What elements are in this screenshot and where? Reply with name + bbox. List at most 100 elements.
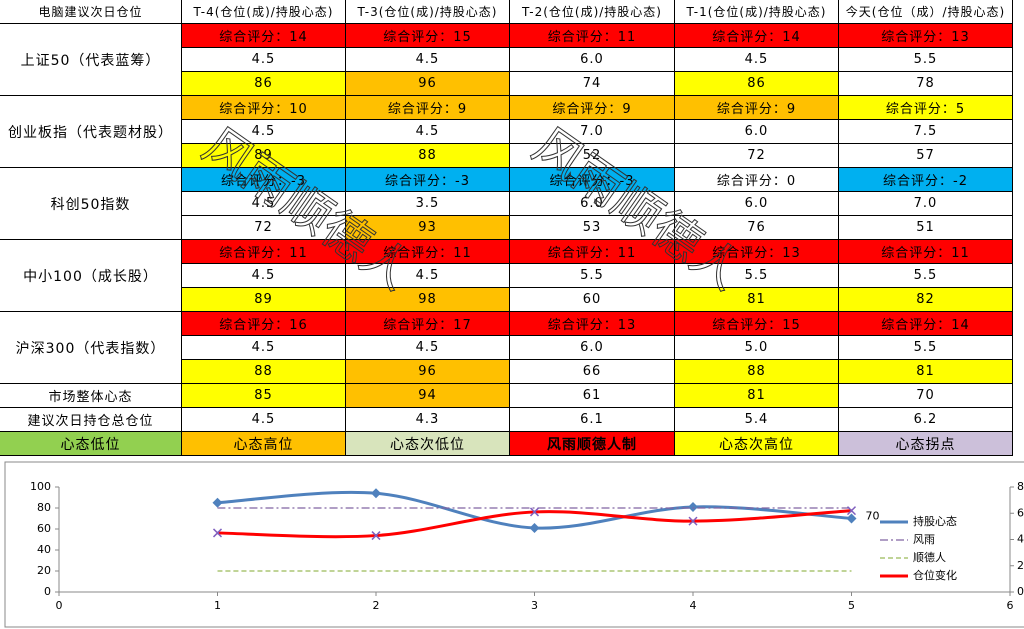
mood-cell: 51 [839,216,1013,240]
data-label: 70 [866,510,880,523]
mood-cell: 98 [346,288,510,312]
mood-cell: 88 [675,360,839,384]
suggest-cell: 4.5 [182,408,346,432]
y-tick-label: 80 [37,501,51,514]
position-cell: 4.5 [346,120,510,144]
market-cell: 70 [839,384,1013,408]
position-cell: 4.5 [346,264,510,288]
point-marker [212,528,223,538]
y-tick-label: 20 [37,564,51,577]
score-cell: 综合评分：11 [510,240,675,264]
mood-cell: 76 [675,216,839,240]
y-tick-label: 100 [30,480,51,493]
position-cell: 5.5 [839,336,1013,360]
score-cell: 综合评分：9 [510,96,675,120]
position-cell: 4.5 [346,48,510,72]
header-cell: 今天(仓位（成）/持股心态) [839,0,1013,24]
position-cell: 4.5 [182,264,346,288]
point-marker [212,497,223,508]
legend-label: 风雨 [913,533,935,546]
x-tick-label: 2 [373,599,380,612]
mood-cell: 88 [182,360,346,384]
point-marker [529,522,540,533]
legend-cell: 风雨顺德人制 [510,432,675,456]
index-name: 沪深300（代表指数） [0,312,182,384]
position-cell: 5.0 [675,336,839,360]
position-cell: 6.0 [510,336,675,360]
market-cell: 81 [675,384,839,408]
row-label: 建议次日持仓总仓位 [0,408,182,432]
position-cell: 6.0 [675,120,839,144]
point-marker [688,501,698,512]
mood-cell: 81 [675,288,839,312]
score-cell: 综合评分：17 [346,312,510,336]
score-cell: 综合评分：0 [675,168,839,192]
point-marker [688,516,698,526]
header-cell: 电脑建议次日仓位 [0,0,182,24]
suggest-cell: 6.1 [510,408,675,432]
series-line [217,509,852,539]
y2-tick-label: 0 [1017,585,1024,598]
header-cell: T-3(仓位(成)/持股心态) [346,0,510,24]
mood-cell: 82 [839,288,1013,312]
score-cell: 综合评分：-3 [182,168,346,192]
mood-cell: 72 [182,216,346,240]
y-tick-label: 0 [44,585,51,598]
position-cell: 4.5 [182,192,346,216]
suggest-cell: 5.4 [675,408,839,432]
mood-cell: 74 [510,72,675,96]
y2-tick-label: 8 [1017,480,1024,493]
legend-label: 持股心态 [913,514,957,528]
header-cell: T-2(仓位(成)/持股心态) [510,0,675,24]
mood-cell: 89 [182,288,346,312]
position-cell: 5.5 [675,264,839,288]
x-tick-label: 1 [214,599,221,612]
point-marker [371,531,381,541]
position-cell: 4.5 [182,120,346,144]
series-line [217,490,852,530]
market-cell: 94 [346,384,510,408]
index-name: 科创50指数 [0,168,182,240]
score-cell: 综合评分：16 [182,312,346,336]
index-name: 中小100（成长股） [0,240,182,312]
position-cell: 5.5 [839,264,1013,288]
x-tick-label: 6 [1007,599,1014,612]
mood-cell: 88 [346,144,510,168]
suggest-cell: 6.2 [839,408,1013,432]
mood-cell: 86 [182,72,346,96]
score-cell: 综合评分：13 [839,24,1013,48]
score-cell: 综合评分：14 [182,24,346,48]
score-cell: 综合评分：13 [675,240,839,264]
score-cell: 综合评分：11 [346,240,510,264]
score-cell: 综合评分：14 [675,24,839,48]
x-tick-label: 4 [690,599,697,612]
legend-cell: 心态高位 [182,432,346,456]
score-cell: 综合评分：9 [346,96,510,120]
score-cell: 综合评分：-2 [839,168,1013,192]
position-cell: 4.5 [182,48,346,72]
header-cell: T-1(仓位(成)/持股心态) [675,0,839,24]
x-tick-label: 0 [56,599,63,612]
y2-tick-label: 2 [1017,559,1024,572]
y-tick-label: 40 [37,543,51,556]
score-cell: 综合评分：10 [182,96,346,120]
score-cell: 综合评分：11 [510,24,675,48]
x-tick-label: 3 [531,599,538,612]
mood-cell: 93 [346,216,510,240]
position-cell: 5.5 [510,264,675,288]
mood-cell: 96 [346,360,510,384]
position-cell: 6.0 [510,192,675,216]
legend-cell: 心态次高位 [675,432,839,456]
y2-tick-label: 6 [1017,506,1024,519]
mood-cell: 78 [839,72,1013,96]
position-cell: 6.0 [675,192,839,216]
score-cell: 综合评分：15 [675,312,839,336]
market-cell: 85 [182,384,346,408]
position-cell: 6.0 [510,48,675,72]
score-cell: 综合评分：9 [675,96,839,120]
mood-cell: 96 [346,72,510,96]
mood-cell: 57 [839,144,1013,168]
point-marker [846,506,857,516]
header-cell: T-4(仓位(成)/持股心态) [182,0,346,24]
score-cell: 综合评分：-3 [346,168,510,192]
